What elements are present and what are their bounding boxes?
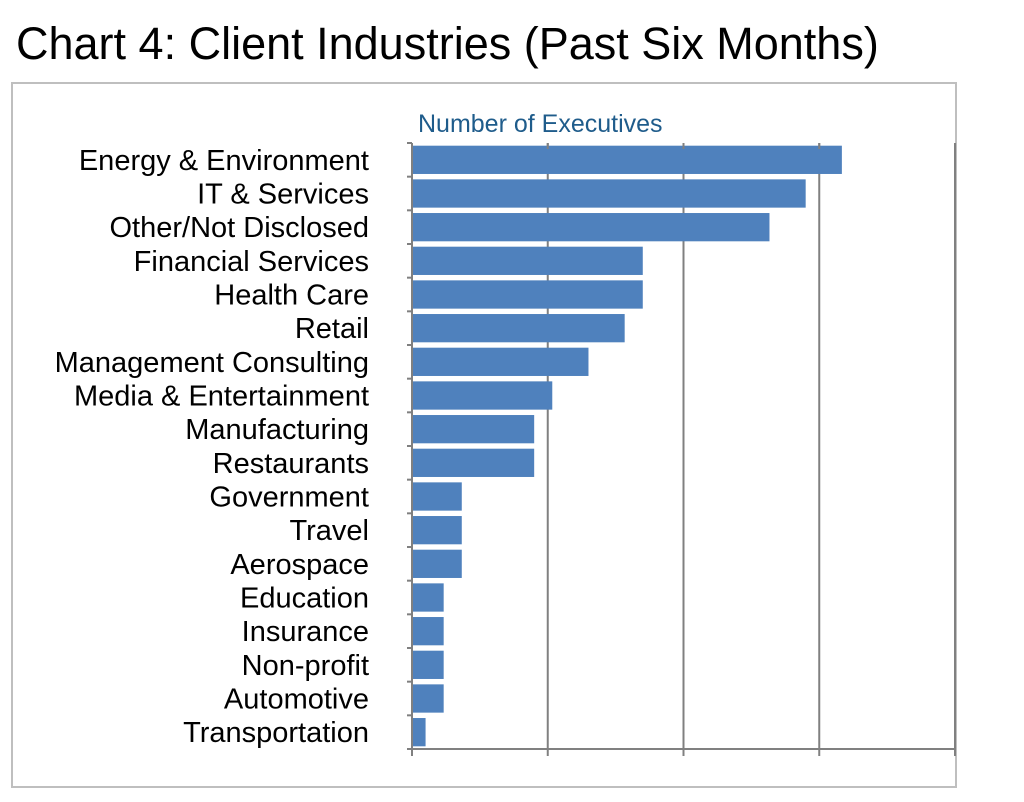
category-label: Health Care	[214, 280, 369, 312]
category-label: Non-profit	[242, 650, 369, 682]
chart-title: Chart 4: Client Industries (Past Six Mon…	[16, 18, 879, 69]
bar	[413, 179, 806, 208]
bar	[413, 617, 444, 646]
bar	[413, 314, 625, 343]
axes	[407, 142, 956, 756]
category-label: Restaurants	[213, 448, 369, 480]
category-label: Government	[209, 482, 369, 514]
bar	[413, 516, 462, 545]
bar	[413, 145, 842, 174]
category-label: Financial Services	[134, 246, 369, 278]
bar	[413, 347, 589, 376]
category-label: Media & Entertainment	[74, 381, 369, 413]
bar	[413, 684, 444, 713]
category-label: Travel	[290, 515, 370, 547]
gridlines	[546, 143, 956, 749]
bar	[413, 448, 535, 477]
bar	[413, 482, 462, 511]
category-label: Education	[240, 583, 369, 615]
bar	[413, 280, 643, 309]
category-label: Transportation	[183, 717, 369, 749]
category-label: Manufacturing	[185, 414, 369, 446]
category-label: Other/Not Disclosed	[110, 212, 370, 244]
category-label: Management Consulting	[55, 347, 369, 379]
category-label: Energy & Environment	[79, 145, 369, 177]
bar	[413, 213, 770, 242]
bar	[413, 381, 553, 410]
category-label: Insurance	[242, 616, 369, 648]
bar	[413, 415, 535, 444]
bar	[413, 650, 444, 679]
category-label: Retail	[295, 313, 369, 345]
category-label: Automotive	[224, 684, 369, 716]
bar	[413, 718, 426, 747]
bar	[413, 246, 643, 275]
category-label: Aerospace	[230, 549, 369, 581]
bar	[413, 549, 462, 578]
x-axis-title: Number of Executives	[418, 110, 663, 138]
category-label: IT & Services	[197, 179, 369, 211]
bars	[413, 145, 842, 747]
bar	[413, 583, 444, 612]
